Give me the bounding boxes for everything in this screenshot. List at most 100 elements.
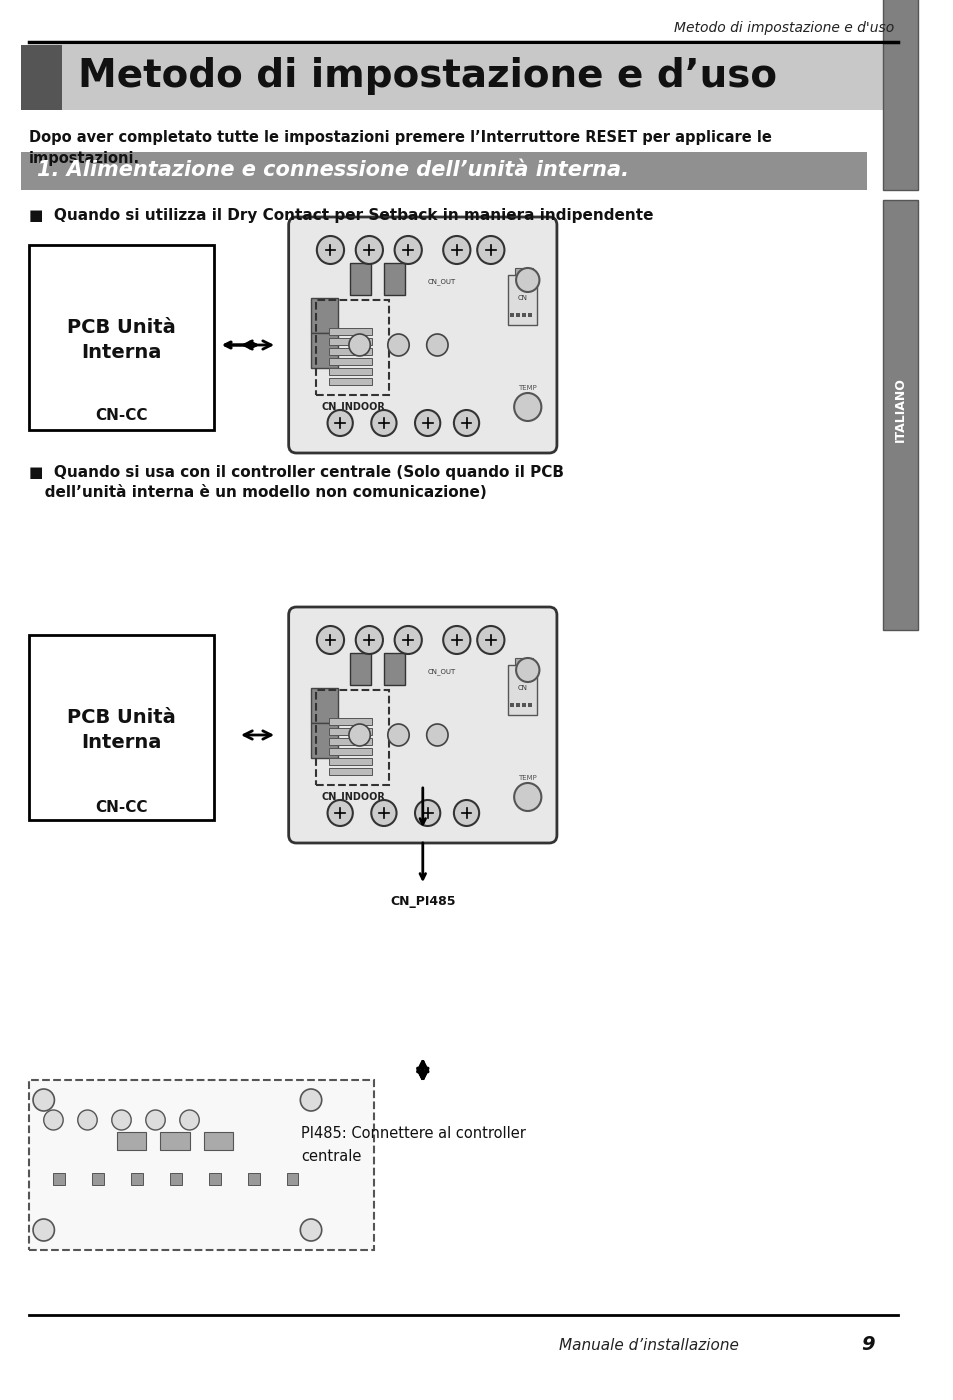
Circle shape [388, 335, 409, 356]
Circle shape [371, 410, 396, 435]
FancyBboxPatch shape [508, 274, 537, 325]
Circle shape [355, 237, 382, 265]
Text: 1. Alimentazione e connessione dell’unità interna.: 1. Alimentazione e connessione dell’unit… [37, 160, 628, 181]
Text: Manuale d’installazione: Manuale d’installazione [558, 1337, 738, 1352]
FancyBboxPatch shape [311, 687, 338, 722]
FancyBboxPatch shape [209, 1173, 220, 1184]
FancyBboxPatch shape [311, 722, 338, 757]
Text: CN_INDOOR: CN_INDOOR [321, 792, 385, 802]
Circle shape [300, 1089, 321, 1112]
FancyBboxPatch shape [21, 45, 62, 111]
FancyBboxPatch shape [328, 738, 372, 745]
FancyBboxPatch shape [170, 1173, 182, 1184]
FancyBboxPatch shape [515, 308, 532, 321]
FancyBboxPatch shape [515, 267, 532, 280]
FancyBboxPatch shape [882, 0, 917, 190]
FancyBboxPatch shape [328, 358, 372, 365]
Text: CN_INDOOR: CN_INDOOR [321, 402, 385, 412]
FancyBboxPatch shape [882, 200, 917, 630]
Circle shape [33, 1089, 54, 1112]
Circle shape [426, 724, 448, 746]
Circle shape [300, 1219, 321, 1240]
FancyBboxPatch shape [287, 1173, 298, 1184]
FancyBboxPatch shape [328, 748, 372, 755]
Circle shape [516, 658, 538, 682]
FancyBboxPatch shape [248, 1173, 259, 1184]
FancyBboxPatch shape [527, 703, 531, 707]
Circle shape [78, 1110, 97, 1130]
Circle shape [476, 626, 504, 654]
FancyBboxPatch shape [328, 337, 372, 344]
Circle shape [415, 799, 440, 826]
FancyBboxPatch shape [328, 769, 372, 776]
Text: CN-CC: CN-CC [95, 407, 148, 423]
FancyBboxPatch shape [515, 658, 532, 671]
Text: CN: CN [517, 685, 527, 692]
FancyBboxPatch shape [30, 245, 213, 430]
FancyBboxPatch shape [328, 718, 372, 725]
FancyBboxPatch shape [160, 1133, 190, 1149]
Text: Metodo di impostazione e d'uso: Metodo di impostazione e d'uso [673, 21, 893, 35]
FancyBboxPatch shape [21, 45, 895, 111]
FancyBboxPatch shape [516, 703, 519, 707]
FancyBboxPatch shape [311, 333, 338, 368]
FancyBboxPatch shape [527, 314, 531, 316]
FancyBboxPatch shape [510, 314, 514, 316]
Circle shape [426, 335, 448, 356]
Circle shape [146, 1110, 165, 1130]
FancyBboxPatch shape [116, 1133, 146, 1149]
FancyBboxPatch shape [508, 665, 537, 715]
Text: Metodo di impostazione e d’uso: Metodo di impostazione e d’uso [78, 57, 776, 95]
FancyBboxPatch shape [350, 652, 371, 685]
Circle shape [514, 783, 540, 811]
FancyBboxPatch shape [515, 699, 532, 710]
Circle shape [179, 1110, 199, 1130]
Circle shape [355, 626, 382, 654]
Text: Dopo aver completato tutte le impostazioni premere l’Interruttore RESET per appl: Dopo aver completato tutte le impostazio… [30, 130, 771, 167]
FancyBboxPatch shape [515, 288, 532, 300]
Circle shape [476, 237, 504, 265]
Text: CN-CC: CN-CC [95, 801, 148, 815]
FancyBboxPatch shape [383, 263, 405, 295]
FancyBboxPatch shape [328, 328, 372, 335]
Text: TEMP: TEMP [517, 776, 537, 781]
FancyBboxPatch shape [289, 608, 557, 843]
FancyBboxPatch shape [510, 703, 514, 707]
Text: PCB Unità
Interna: PCB Unità Interna [67, 318, 175, 363]
Circle shape [443, 237, 470, 265]
Text: CN_OUT: CN_OUT [428, 668, 456, 675]
FancyBboxPatch shape [204, 1133, 233, 1149]
FancyBboxPatch shape [383, 652, 405, 685]
FancyBboxPatch shape [328, 378, 372, 385]
FancyBboxPatch shape [328, 368, 372, 375]
Circle shape [514, 393, 540, 421]
FancyBboxPatch shape [289, 217, 557, 454]
Circle shape [516, 267, 538, 293]
Text: PI485: Connettere al controller
centrale: PI485: Connettere al controller centrale [301, 1127, 526, 1163]
FancyBboxPatch shape [350, 263, 371, 295]
FancyBboxPatch shape [515, 678, 532, 690]
Circle shape [454, 410, 478, 435]
Circle shape [388, 724, 409, 746]
Text: CN_OUT: CN_OUT [428, 279, 456, 284]
Circle shape [395, 626, 421, 654]
Circle shape [316, 626, 344, 654]
Text: ■  Quando si utilizza il Dry Contact per Setback in maniera indipendente: ■ Quando si utilizza il Dry Contact per … [30, 209, 653, 223]
FancyBboxPatch shape [92, 1173, 104, 1184]
FancyBboxPatch shape [521, 314, 525, 316]
Text: CN_PI485: CN_PI485 [390, 895, 456, 909]
FancyBboxPatch shape [328, 349, 372, 356]
FancyBboxPatch shape [521, 703, 525, 707]
FancyBboxPatch shape [516, 314, 519, 316]
FancyBboxPatch shape [21, 153, 866, 190]
FancyBboxPatch shape [328, 757, 372, 764]
Text: 9: 9 [861, 1336, 874, 1355]
Text: ■  Quando si usa con il controller centrale (Solo quando il PCB
   dell’unità in: ■ Quando si usa con il controller centra… [30, 465, 563, 500]
Circle shape [33, 1219, 54, 1240]
Circle shape [327, 799, 353, 826]
FancyBboxPatch shape [328, 728, 372, 735]
FancyBboxPatch shape [30, 1079, 374, 1250]
Circle shape [316, 237, 344, 265]
Circle shape [349, 335, 370, 356]
FancyBboxPatch shape [53, 1173, 65, 1184]
